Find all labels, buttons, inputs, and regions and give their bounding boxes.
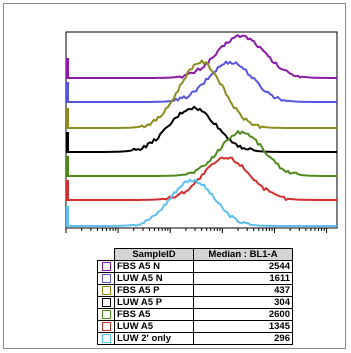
swatch-cell bbox=[97, 272, 115, 285]
series-swatch bbox=[101, 285, 111, 295]
table-row: LUW A5 P 304 bbox=[97, 296, 293, 309]
series-swatch bbox=[101, 309, 111, 319]
trace-end-mark bbox=[334, 126, 338, 130]
sample-id-cell: LUW A5 bbox=[114, 320, 194, 333]
series-swatch bbox=[101, 333, 111, 343]
median-value-cell: 2544 bbox=[193, 260, 293, 273]
table-row: LUW A5 1345 bbox=[97, 320, 293, 333]
sample-id-cell: LUW A5 N bbox=[114, 272, 194, 285]
swatch-cell bbox=[97, 296, 115, 309]
swatch-cell bbox=[97, 308, 115, 321]
histogram-line-luw-a5-p bbox=[66, 105, 336, 153]
histogram-line-luw-a5 bbox=[66, 156, 336, 201]
swatch-cell bbox=[97, 260, 115, 273]
table-row: FBS A5 P 437 bbox=[97, 284, 293, 297]
sample-id-cell: LUW 2' only bbox=[114, 332, 194, 345]
median-value-cell: 2600 bbox=[193, 308, 293, 321]
histogram-line-fbs-a5-n bbox=[66, 34, 336, 79]
swatch-cell bbox=[97, 332, 115, 345]
sample-median-table: SampleID Median : BL1-A FBS A5 N 2544 LUW … bbox=[97, 248, 293, 345]
trace-end-mark bbox=[334, 174, 338, 178]
table-row: LUW 2' only 296 bbox=[97, 332, 293, 345]
sample-id-cell: FBS A5 bbox=[114, 308, 194, 321]
median-value-cell: 304 bbox=[193, 296, 293, 309]
swatch-cell bbox=[97, 284, 115, 297]
series-swatch bbox=[101, 321, 111, 331]
histogram-line-luw-2-only bbox=[66, 178, 336, 227]
table-row: FBS A5 N 2544 bbox=[97, 260, 293, 273]
histogram-line-luw-a5-n bbox=[66, 60, 336, 103]
median-header: Median : BL1-A bbox=[193, 248, 293, 261]
median-value-cell: 296 bbox=[193, 332, 293, 345]
plot-axes bbox=[65, 31, 338, 233]
histogram-line-fbs-a5 bbox=[66, 130, 336, 177]
histogram-line-fbs-a5-p bbox=[66, 59, 336, 129]
median-value-cell: 1345 bbox=[193, 320, 293, 333]
sample-id-cell: LUW A5 P bbox=[114, 296, 194, 309]
swatch-cell bbox=[97, 320, 115, 333]
trace-end-mark bbox=[334, 76, 338, 80]
table-row: FBS A5 2600 bbox=[97, 308, 293, 321]
histogram-curves bbox=[66, 34, 338, 228]
table-row: LUW A5 N 1611 bbox=[97, 272, 293, 285]
median-value-cell: 437 bbox=[193, 284, 293, 297]
trace-end-mark bbox=[334, 150, 338, 154]
sampleid-header: SampleID bbox=[114, 248, 194, 261]
sample-id-cell: FBS A5 P bbox=[114, 284, 194, 297]
table-header-row: SampleID Median : BL1-A bbox=[97, 248, 293, 261]
series-swatch bbox=[101, 273, 111, 283]
sample-id-cell: FBS A5 N bbox=[114, 260, 194, 273]
median-value-cell: 1611 bbox=[193, 272, 293, 285]
trace-end-mark bbox=[334, 198, 338, 202]
series-swatch bbox=[101, 261, 111, 271]
swatch-header bbox=[97, 248, 115, 261]
series-swatch bbox=[101, 297, 111, 307]
trace-end-mark bbox=[334, 224, 338, 228]
trace-end-mark bbox=[334, 100, 338, 104]
